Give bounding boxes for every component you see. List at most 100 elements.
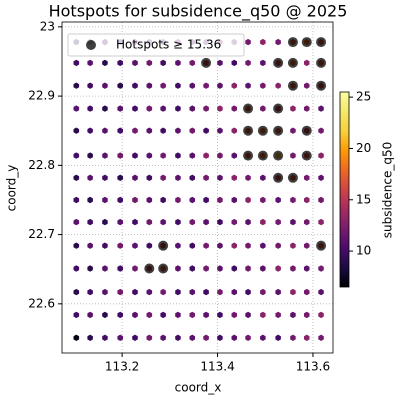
point [146, 174, 153, 181]
point [132, 265, 138, 272]
point [175, 288, 181, 296]
point [304, 105, 310, 112]
point [304, 59, 310, 67]
point [203, 152, 209, 159]
point [87, 265, 93, 272]
point [260, 242, 266, 249]
point [73, 218, 80, 226]
point [87, 59, 93, 67]
point [189, 105, 195, 112]
hotspot [243, 103, 254, 114]
point [290, 311, 296, 319]
colorbar-tick-label: 15 [356, 192, 371, 206]
point [217, 242, 223, 249]
point [146, 105, 153, 112]
point [73, 82, 80, 89]
hotspot [316, 37, 327, 48]
point [217, 105, 223, 112]
point [160, 196, 166, 204]
point [245, 288, 251, 296]
point [175, 152, 181, 159]
y-axis-label: coord_y [5, 165, 19, 212]
point [318, 105, 324, 112]
point [260, 82, 266, 89]
y-tick-label: 23 [40, 19, 55, 33]
hotspot [158, 263, 169, 274]
hotspot [301, 150, 312, 161]
point [146, 82, 153, 89]
point [217, 82, 223, 89]
point [245, 311, 251, 319]
point [132, 311, 138, 319]
point [146, 59, 153, 67]
x-tick-label: 113.4 [200, 360, 234, 374]
point [245, 38, 251, 46]
hotspot [243, 150, 254, 161]
point [146, 127, 153, 134]
point [217, 152, 223, 159]
point [73, 196, 80, 204]
point [87, 334, 93, 341]
point [304, 196, 310, 204]
point [117, 265, 123, 272]
y-tick-label: 22.7 [28, 227, 55, 241]
point [73, 311, 80, 319]
point [260, 105, 266, 112]
point [217, 218, 223, 226]
point [175, 59, 181, 67]
legend-box [67, 33, 245, 57]
point [217, 174, 223, 181]
hotspot [287, 57, 298, 68]
point [132, 59, 138, 67]
point [117, 242, 123, 249]
point [275, 242, 281, 249]
hotspot [201, 57, 212, 68]
point [132, 152, 138, 159]
point [231, 105, 237, 112]
point [117, 105, 123, 112]
point [260, 311, 266, 319]
point [231, 82, 237, 89]
point [318, 288, 324, 296]
point [117, 174, 123, 181]
point [87, 242, 93, 249]
point [175, 334, 181, 341]
point [87, 127, 93, 134]
point [231, 288, 237, 296]
point [217, 265, 223, 272]
chart-title: Hotspots for subsidence_q50 @ 2025 [49, 2, 348, 22]
point [260, 38, 266, 46]
point [175, 127, 181, 134]
point [117, 127, 123, 134]
y-tick-label: 22.8 [28, 158, 55, 172]
point [231, 152, 237, 159]
point [102, 311, 108, 319]
point [87, 288, 93, 296]
point [160, 82, 166, 89]
point [102, 288, 108, 296]
point [304, 218, 310, 226]
point [245, 196, 251, 204]
point [102, 218, 108, 226]
hotspot [158, 240, 169, 251]
point [132, 218, 138, 226]
hotspot [273, 125, 284, 136]
point [318, 311, 324, 319]
colorbar-tick-label: 25 [356, 90, 371, 104]
point [87, 82, 93, 89]
point [290, 288, 296, 296]
point [290, 242, 296, 249]
point [73, 59, 80, 67]
point [73, 288, 80, 296]
point [189, 196, 195, 204]
point [73, 152, 80, 159]
point [189, 265, 195, 272]
point [117, 196, 123, 204]
y-tick-label: 22.6 [28, 296, 55, 310]
point [160, 311, 166, 319]
point [146, 334, 153, 341]
point [290, 152, 296, 159]
point [318, 265, 324, 272]
hotspot [287, 37, 298, 48]
point [203, 265, 209, 272]
